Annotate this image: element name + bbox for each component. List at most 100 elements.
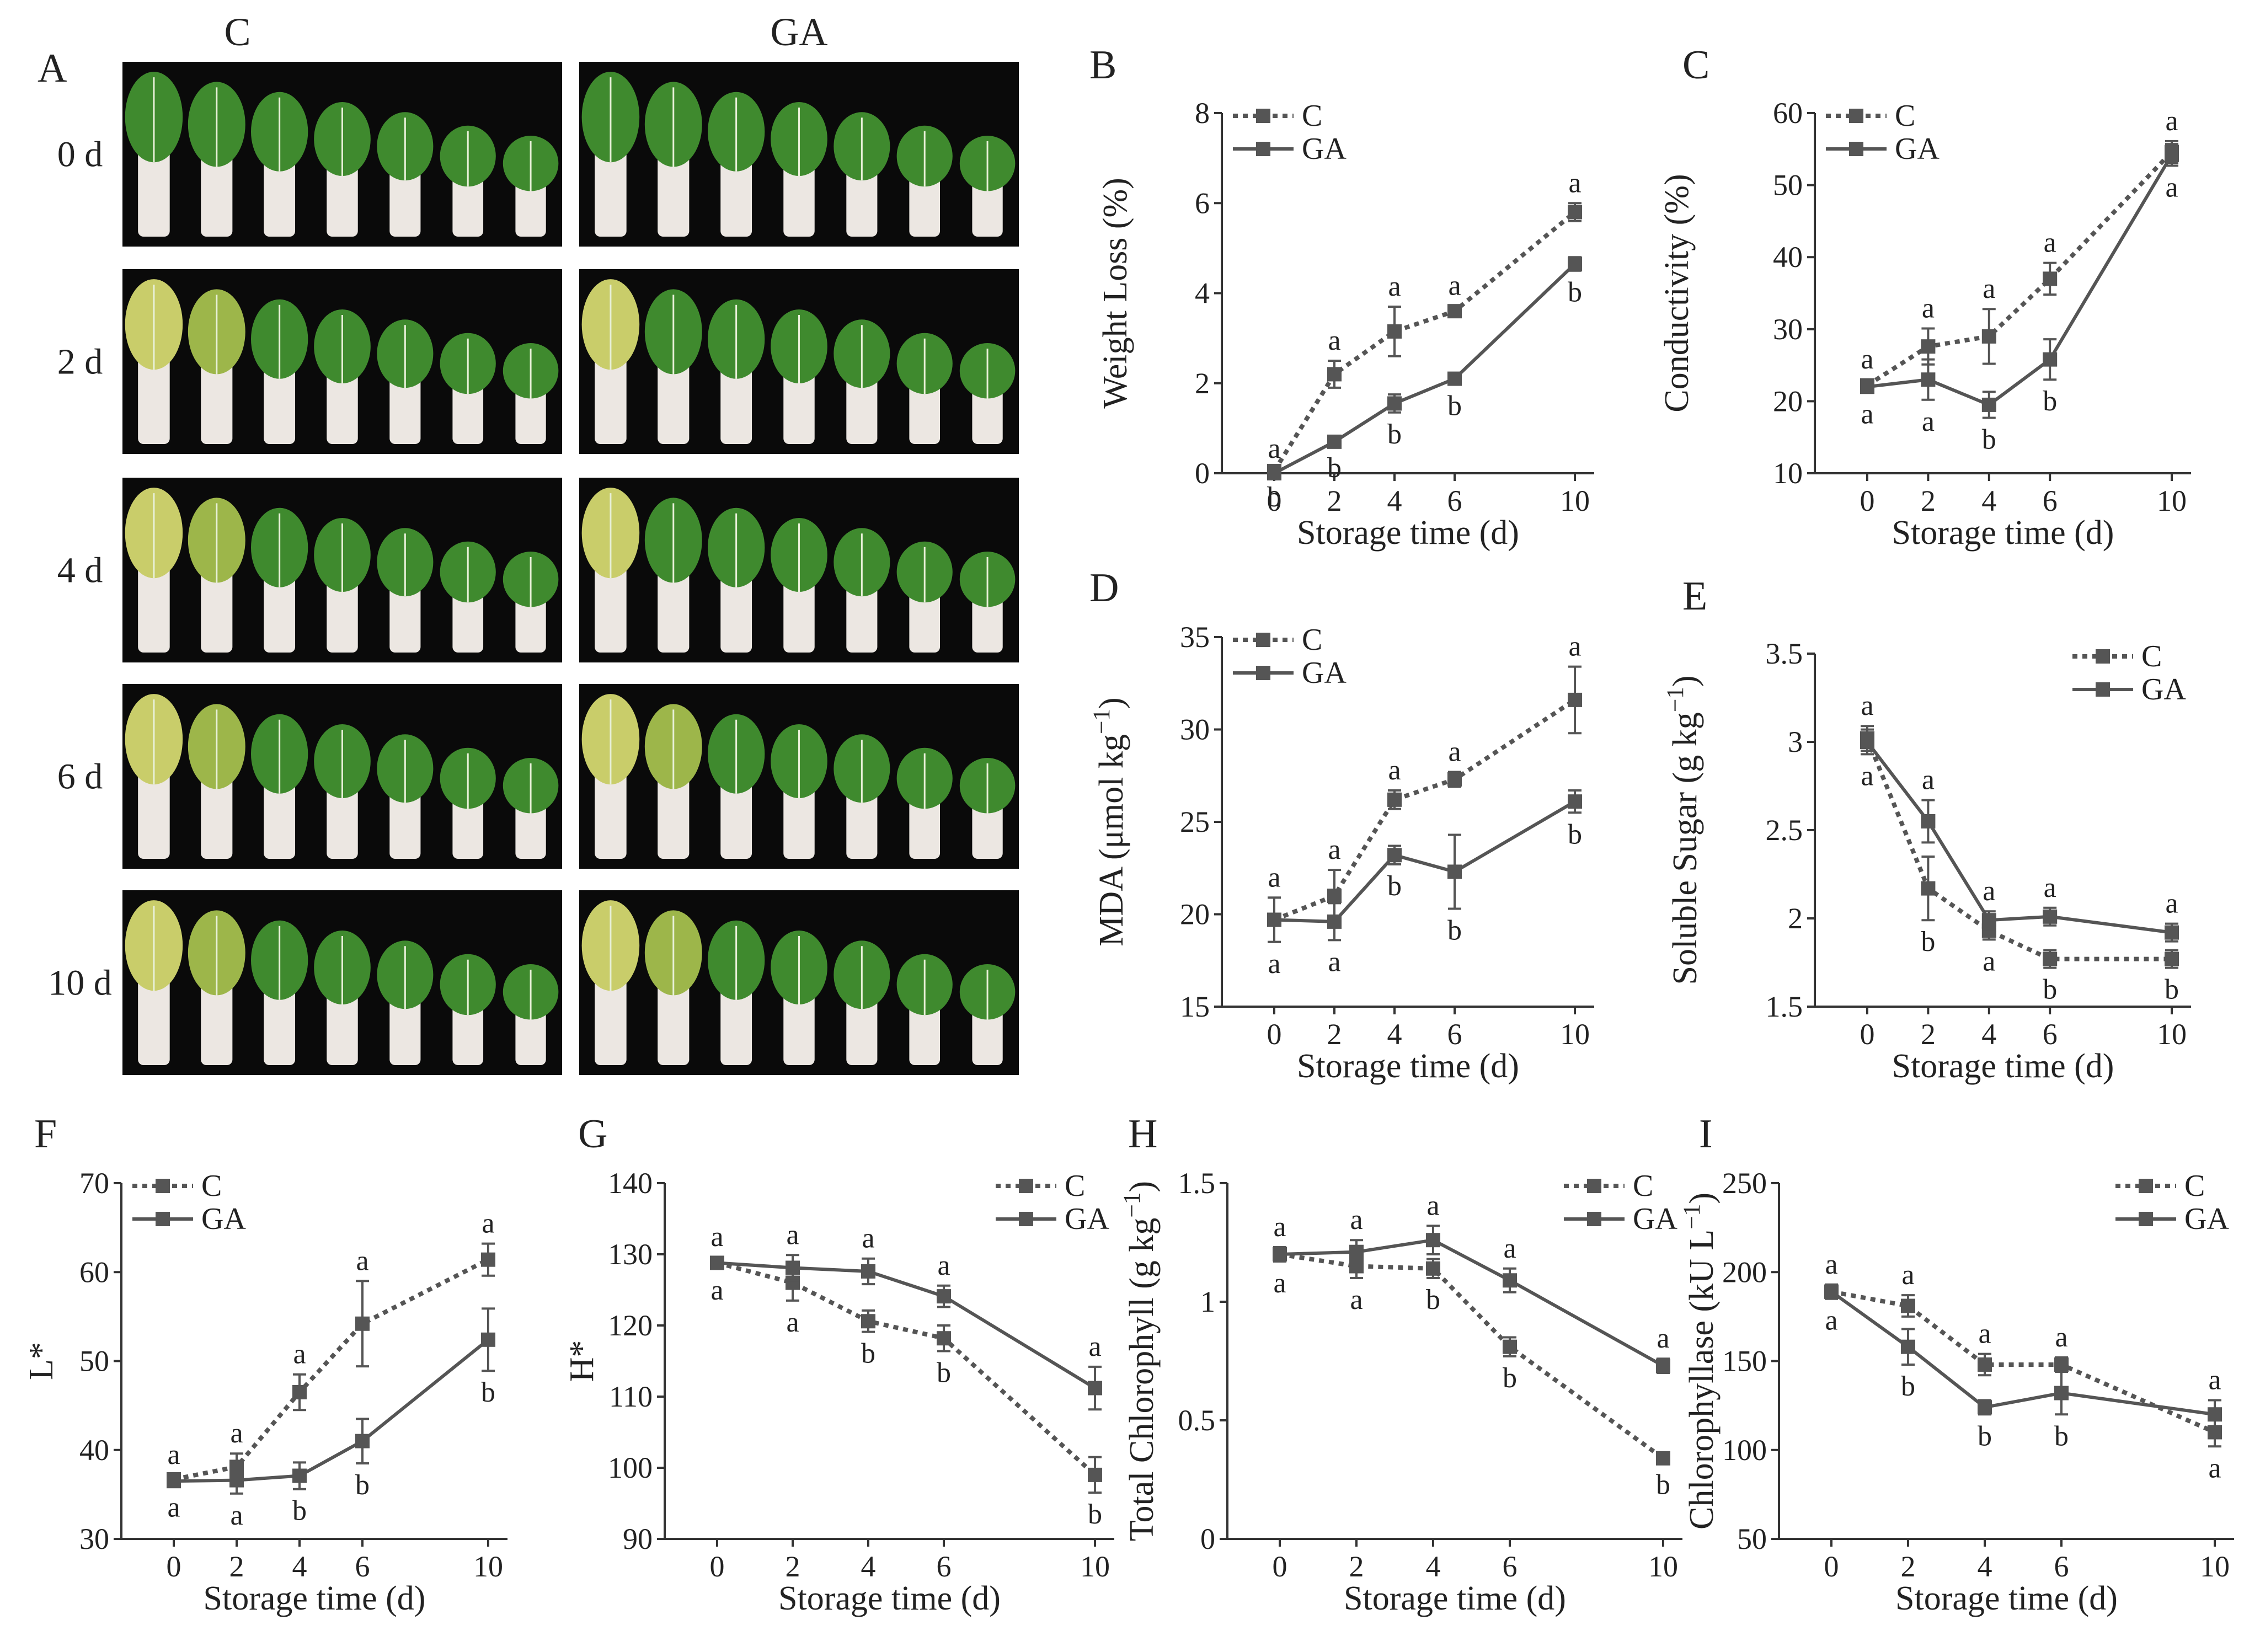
x-tick-label: 4 [292, 1550, 307, 1583]
x-tick-label: 2 [1327, 1018, 1342, 1051]
data-point-c [937, 1331, 951, 1346]
panel-letter-g: G [578, 1111, 607, 1157]
chart-h: H 0 0.5 1 1.5 0 2 4 6 10 Storage time (d) Total Chl… [1119, 1111, 1682, 1617]
row-label-10d: 10 d [48, 963, 112, 1003]
panel-letter-e: E [1682, 574, 1707, 619]
x-axis-title: Storage time (d) [1892, 514, 2114, 552]
data-point-ga [1860, 379, 1874, 394]
y-tick-label: 25 [1180, 805, 1210, 838]
significance-label: a [1350, 1284, 1363, 1316]
x-tick-label: 10 [1080, 1550, 1110, 1583]
x-tick-label: 6 [1447, 1018, 1462, 1051]
x-tick-label: 6 [355, 1550, 370, 1583]
x-tick-label: 10 [2200, 1550, 2230, 1583]
row-label-4d: 4 d [57, 550, 103, 591]
x-axis-title: Storage time (d) [778, 1580, 1001, 1617]
y-tick-label: 50 [79, 1345, 109, 1378]
significance-label: b [1978, 1420, 1992, 1452]
row-label-6d: 6 d [57, 757, 103, 797]
data-point-ga [1978, 1400, 1992, 1415]
x-tick-label: 6 [2043, 1018, 2058, 1051]
data-point-ga [1901, 1339, 1915, 1354]
chart-d: D 15 20 25 30 35 0 2 4 6 10 Storage time (d) MDA (μm… [1088, 565, 1594, 1085]
data-point-ga [1327, 434, 1342, 449]
data-point-c [2043, 271, 2058, 286]
series-line-c [1831, 1289, 2216, 1435]
data-point-ga [1273, 1247, 1287, 1261]
y-tick-label: 1.5 [1178, 1167, 1216, 1200]
panel-letter-f: F [34, 1111, 57, 1157]
x-tick-label: 4 [1978, 1550, 1992, 1583]
y-tick-label: 0 [1195, 457, 1210, 490]
legend-label-ga: GA [1302, 656, 1347, 690]
data-point-c [1978, 1357, 1992, 1372]
data-point-ga [1267, 466, 1281, 480]
significance-label: a [786, 1219, 799, 1250]
significance-label: a [1861, 344, 1873, 375]
chart-e: E 1.5 2 2.5 3 3.5 0 2 4 6 10 Storage time (d) Solubl… [1662, 574, 2191, 1085]
data-point-c [1568, 692, 1582, 707]
x-tick-label: 4 [1387, 484, 1402, 517]
data-point-c [1921, 339, 1936, 354]
significance-label: a [2044, 227, 2056, 259]
series-line-ga [1867, 154, 2173, 407]
legend-marker-c [1019, 1179, 1033, 1193]
significance-label: a [1901, 1259, 1914, 1291]
significance-label: b [481, 1377, 495, 1408]
data-point-ga [1981, 397, 1996, 412]
row-label-0d: 0 d [57, 135, 103, 175]
data-point-c [1088, 1467, 1102, 1482]
series-line-ga [1274, 800, 1576, 923]
x-tick-label: 4 [1426, 1550, 1441, 1583]
y-tick-label: 20 [1180, 898, 1210, 931]
data-point-c [1387, 324, 1402, 339]
y-tick-label: 130 [608, 1238, 653, 1271]
series-line-c [1273, 698, 1577, 922]
legend-marker-c [1849, 109, 1863, 123]
significance-label: a [1568, 167, 1581, 199]
significance-label: a [1426, 1190, 1439, 1221]
legend-marker-c [1587, 1179, 1601, 1193]
y-tick-label: 50 [1737, 1522, 1767, 1555]
y-tick-label: 150 [1722, 1345, 1767, 1378]
significance-label: b [1656, 1469, 1670, 1500]
x-tick-label: 10 [1560, 1018, 1590, 1051]
panel-letter-i: I [1699, 1111, 1713, 1157]
data-point-ga [937, 1289, 951, 1304]
data-point-ga [1426, 1233, 1440, 1248]
data-point-ga [1824, 1284, 1839, 1299]
significance-label: a [1328, 834, 1340, 865]
significance-label: a [167, 1439, 180, 1471]
significance-label: a [710, 1275, 723, 1306]
x-tick-label: 4 [1981, 1018, 1996, 1051]
x-tick-label: 2 [1327, 484, 1342, 517]
data-point-ga [481, 1332, 495, 1347]
data-point-ga [292, 1468, 307, 1483]
significance-label: a [167, 1491, 180, 1523]
significance-label: a [230, 1500, 243, 1531]
significance-label: a [1825, 1305, 1837, 1336]
x-tick-label: 10 [1648, 1550, 1678, 1583]
data-point-ga [167, 1474, 181, 1489]
legend-marker-ga [156, 1212, 170, 1226]
y-tick-label: 200 [1722, 1255, 1767, 1289]
significance-label: b [2043, 386, 2057, 417]
significance-label: a [1273, 1211, 1286, 1243]
legend-label-c: C [2184, 1169, 2205, 1203]
data-point-c [861, 1314, 875, 1329]
significance-label: a [356, 1245, 368, 1276]
y-tick-label: 4 [1195, 277, 1210, 310]
x-tick-label: 0 [167, 1550, 181, 1583]
data-point-ga [1656, 1359, 1670, 1373]
legend-label-ga: GA [201, 1202, 246, 1236]
significance-label: b [1503, 1362, 1517, 1394]
significance-label: b [2054, 1420, 2069, 1452]
legend-marker-ga [1256, 142, 1270, 156]
y-axis-title: H* [563, 1340, 601, 1382]
legend-marker-ga [1587, 1212, 1601, 1226]
x-tick-label: 0 [1860, 1018, 1875, 1051]
data-point-ga [1921, 814, 1936, 828]
chart-g: G 90 100 110 120 130 140 0 2 4 6 10 Storage time (d)… [563, 1111, 1114, 1617]
significance-label: b [1901, 1371, 1915, 1402]
